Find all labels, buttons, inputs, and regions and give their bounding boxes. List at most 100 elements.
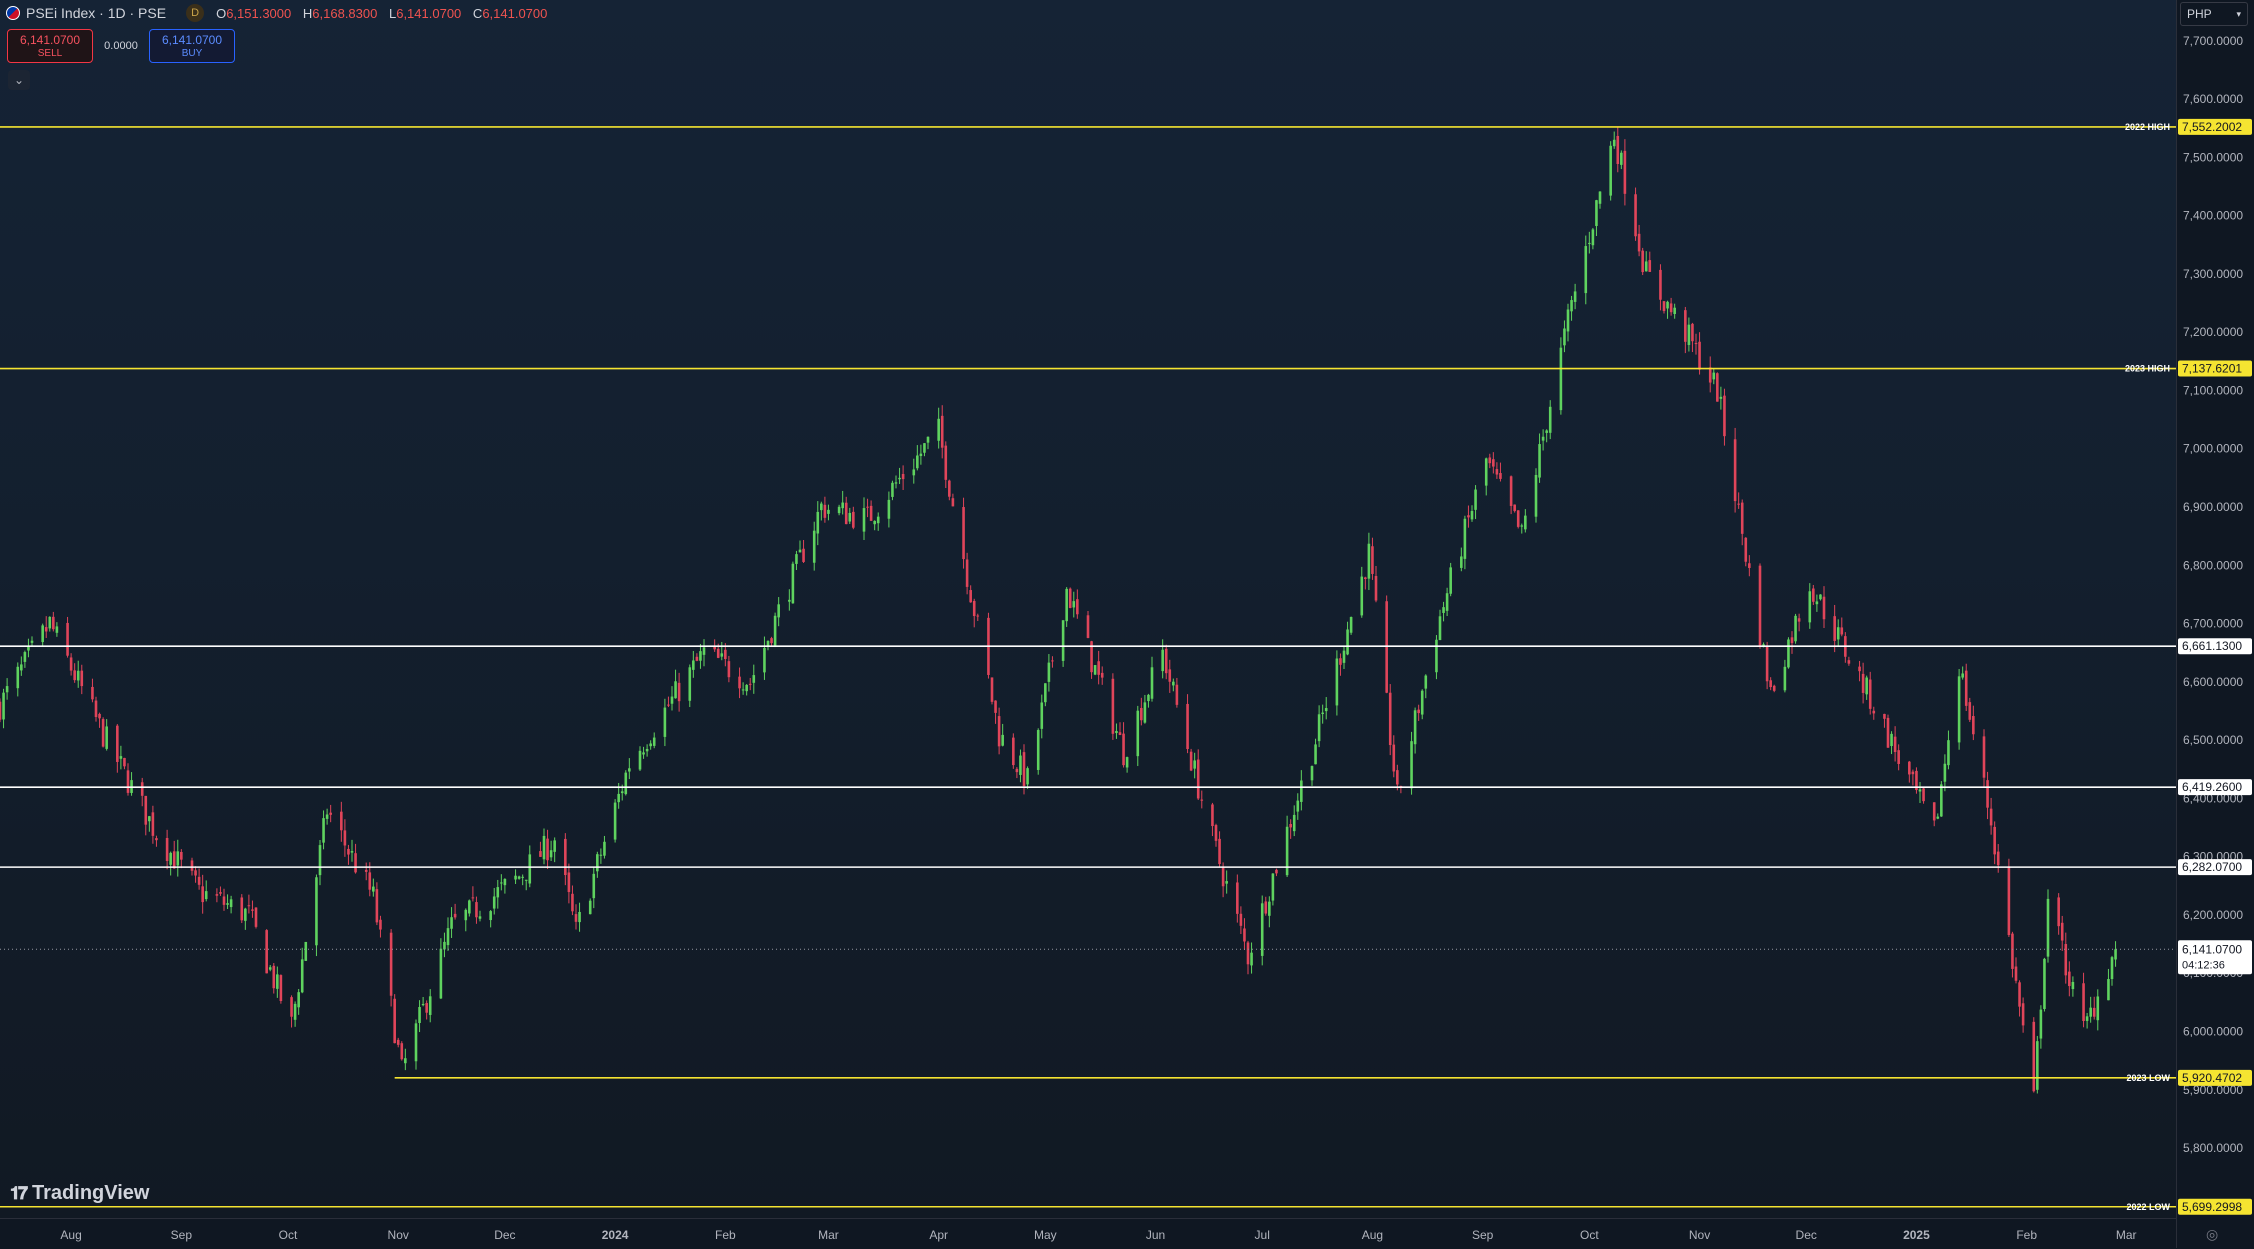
candle-body bbox=[848, 512, 852, 522]
x-tick-label: Oct bbox=[1580, 1228, 1599, 1242]
candle-body bbox=[1396, 770, 1399, 785]
candle-body bbox=[578, 911, 581, 923]
candle-body bbox=[539, 851, 542, 857]
interval-badge[interactable]: D bbox=[186, 4, 205, 22]
candle-body bbox=[2057, 897, 2060, 927]
candle-body bbox=[2071, 981, 2075, 990]
candle-body bbox=[1588, 242, 1591, 244]
y-tick-label: 6,700.0000 bbox=[2183, 617, 2243, 631]
candle-body bbox=[1424, 675, 1428, 689]
candle-body bbox=[912, 469, 916, 476]
candle-body bbox=[1449, 567, 1452, 594]
candle-body bbox=[1648, 260, 1652, 272]
chart-area[interactable]: 2022 HIGH 2023 HIGH 2023 LOW 2022 LOW bbox=[0, 0, 2176, 1218]
candle-body bbox=[1723, 395, 1726, 437]
candle-body bbox=[1200, 799, 1204, 801]
candle-body bbox=[1563, 328, 1566, 346]
candle-body bbox=[873, 520, 876, 525]
ohlc-close-key: C bbox=[472, 5, 483, 21]
ohlc-open-key: O bbox=[216, 5, 227, 21]
candle-body bbox=[165, 837, 169, 861]
candle-body bbox=[1172, 681, 1175, 686]
time-axis[interactable]: Aug Sep Oct Nov Dec 2024 Feb Mar Apr May Jun Jul Aug… bbox=[0, 1218, 2176, 1249]
candle-body bbox=[1268, 901, 1271, 916]
sell-price: 6,141.0700 bbox=[19, 33, 81, 47]
candle-body bbox=[1111, 678, 1115, 734]
candle-body bbox=[820, 503, 823, 511]
sell-button[interactable]: 6,141.0700 SELL bbox=[7, 29, 93, 63]
candle-body bbox=[972, 600, 976, 617]
candle-body bbox=[677, 682, 681, 702]
candle-body bbox=[670, 696, 674, 704]
candle-body bbox=[2018, 982, 2021, 1007]
candle-body bbox=[1787, 639, 1790, 668]
candle-body bbox=[1769, 680, 1772, 688]
candle-body bbox=[521, 876, 524, 878]
candle-body bbox=[197, 876, 201, 885]
buy-button[interactable]: 6,141.0700 BUY bbox=[149, 29, 235, 63]
candle-body bbox=[1915, 770, 1918, 791]
candle-body bbox=[2007, 866, 2011, 935]
level-label: 2023 LOW bbox=[2126, 1073, 2170, 1083]
level-price-label: 5,699.2998 bbox=[2182, 1200, 2242, 1214]
candle-body bbox=[1495, 469, 1499, 475]
candle-body bbox=[1143, 702, 1147, 723]
buy-price: 6,141.0700 bbox=[161, 33, 223, 47]
candle-body bbox=[1641, 250, 1644, 273]
candle-body bbox=[763, 647, 766, 673]
candle-body bbox=[1765, 646, 1769, 682]
candle-body bbox=[788, 599, 791, 602]
candle-body bbox=[244, 908, 247, 921]
candle-body bbox=[773, 615, 777, 646]
candle-body bbox=[2064, 944, 2068, 976]
y-tick-label: 7,700.0000 bbox=[2183, 34, 2243, 48]
candle-body bbox=[226, 903, 229, 905]
candle-body bbox=[1922, 788, 1925, 802]
candle-body bbox=[642, 752, 645, 755]
candle-body bbox=[1666, 301, 1669, 309]
y-tick-label: 7,600.0000 bbox=[2183, 92, 2243, 106]
candle-body bbox=[30, 640, 34, 643]
candle-body bbox=[272, 965, 276, 989]
candle-body bbox=[315, 877, 318, 946]
candle-body bbox=[802, 548, 805, 562]
candle-body bbox=[396, 1039, 400, 1045]
candle-body bbox=[976, 615, 980, 617]
candle-body bbox=[1797, 618, 1801, 622]
candle-body bbox=[1374, 575, 1378, 601]
brand-name: TradingView bbox=[32, 1182, 150, 1204]
level-price-tag: 5,920.4702 bbox=[2178, 1069, 2252, 1086]
candle-body bbox=[695, 656, 699, 661]
candle-body bbox=[268, 967, 272, 970]
candle-body bbox=[617, 793, 620, 803]
axis-settings-icon[interactable]: ◎ bbox=[2206, 1226, 2219, 1242]
candle-body bbox=[944, 445, 948, 480]
candle-body bbox=[1346, 629, 1349, 655]
price-plot[interactable]: 2022 HIGH 2023 HIGH 2023 LOW 2022 LOW bbox=[0, 0, 2176, 1218]
candle-body bbox=[368, 872, 372, 890]
tradingview-logo[interactable]: 𝟏𝟕 TradingView bbox=[10, 1182, 149, 1205]
candle-body bbox=[1812, 588, 1815, 602]
symbol-title[interactable]: PSEi Index · 1D · PSE bbox=[26, 5, 167, 21]
x-tick-label: Sep bbox=[171, 1228, 193, 1242]
x-tick-label: Feb bbox=[715, 1228, 736, 1242]
collapse-legend-button[interactable]: ⌄ bbox=[8, 70, 30, 90]
candle-body bbox=[1883, 713, 1886, 719]
candle-body bbox=[791, 563, 795, 604]
candle-body bbox=[1342, 650, 1346, 663]
candle-body bbox=[1819, 594, 1822, 600]
candle-body bbox=[876, 516, 880, 524]
candle-body bbox=[1275, 869, 1278, 874]
candle-body bbox=[1886, 717, 1890, 748]
candle-body bbox=[1189, 751, 1193, 771]
price-axis[interactable]: 7,700.0000 7,600.0000 7,500.0000 7,400.0000… bbox=[2176, 0, 2254, 1248]
candle-body bbox=[1833, 616, 1836, 641]
symbol-legend: PSEi Index · 1D · PSE D O6,151.3000 H6,1… bbox=[6, 4, 555, 22]
currency-selector[interactable]: PHP ▾ bbox=[2180, 2, 2248, 26]
candle-body bbox=[91, 686, 94, 700]
candle-body bbox=[1264, 901, 1268, 914]
candle-body bbox=[1822, 596, 1826, 620]
candle-body bbox=[190, 860, 194, 871]
candle-body bbox=[1317, 714, 1321, 742]
candle-body bbox=[1484, 458, 1488, 486]
